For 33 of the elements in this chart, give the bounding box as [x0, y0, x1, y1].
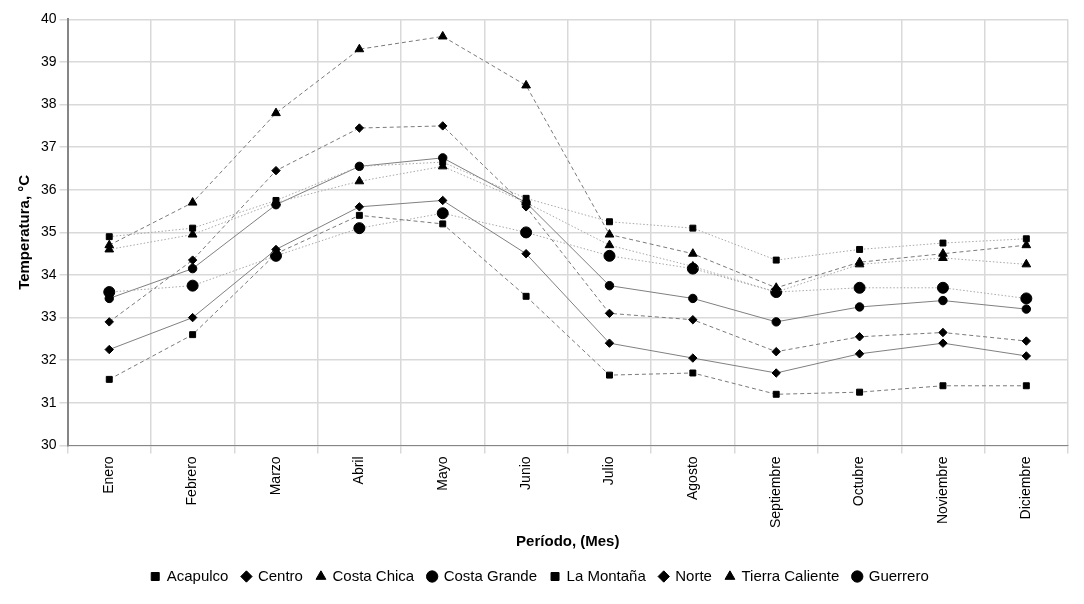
y-tick-label: 33	[40, 308, 57, 325]
x-tick-label: Julio	[600, 456, 617, 486]
x-tick-label: Abril	[350, 456, 367, 485]
x-tick-label: Enero	[100, 456, 117, 494]
y-axis-title: Temperatura, °C	[15, 174, 33, 290]
legend-label: Centro	[257, 566, 303, 584]
x-tick-label: Septiembre	[767, 456, 784, 528]
x-tick-label: Diciembre	[1017, 456, 1034, 520]
x-tick-label: Marzo	[266, 456, 283, 496]
x-tick-label: Agosto	[683, 456, 700, 500]
legend-label: Guerrero	[868, 566, 929, 584]
x-axis-title: Período, (Mes)	[516, 532, 620, 550]
x-tick-label: Octubre	[850, 456, 867, 507]
y-tick-label: 32	[40, 351, 57, 368]
y-tick-label: 30	[40, 436, 57, 453]
y-tick-label: 38	[40, 95, 57, 112]
y-tick-label: 40	[40, 10, 57, 27]
x-tick-label: Noviembre	[933, 456, 950, 525]
legend-label: Acapulco	[166, 566, 229, 584]
x-tick-label: Mayo	[433, 456, 450, 491]
legend-label: La Montaña	[566, 566, 647, 584]
legend-label: Tierra Caliente	[741, 566, 840, 584]
legend-label: Costa Grande	[443, 566, 538, 584]
y-tick-label: 34	[40, 265, 57, 282]
x-tick-label: Febrero	[183, 456, 200, 506]
y-tick-label: 39	[40, 52, 57, 69]
legend-label: Norte	[675, 566, 712, 584]
y-tick-label: 35	[40, 223, 57, 240]
x-tick-label: Junio	[516, 456, 533, 490]
y-tick-label: 37	[40, 138, 57, 155]
legend-label: Costa Chica	[332, 566, 415, 584]
y-tick-label: 31	[40, 393, 57, 410]
y-tick-label: 36	[40, 180, 57, 197]
